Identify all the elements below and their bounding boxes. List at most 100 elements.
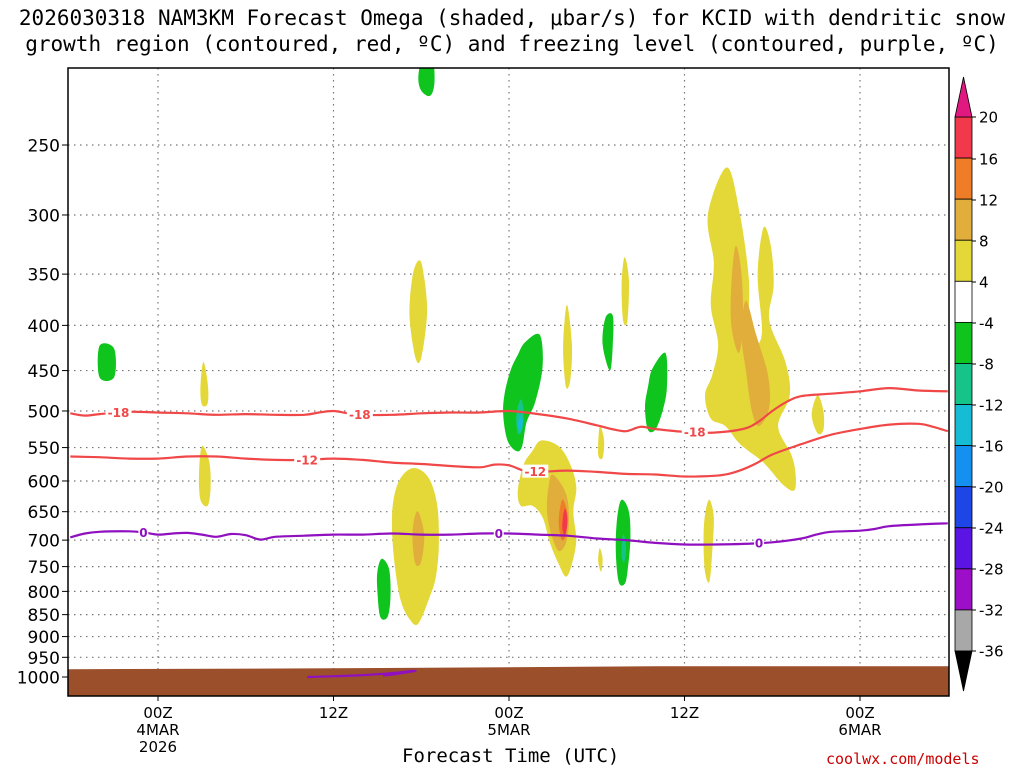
x-tick-label-30-0: 00Z [494, 704, 523, 722]
colorbar-bin-4 [954, 280, 973, 323]
colorbar-bin-5 [954, 321, 973, 364]
contour-label-bg-0-0 [105, 405, 132, 419]
omega-area-1 [97, 343, 116, 382]
colorbar-label-0: 20 [979, 109, 998, 127]
contour-label-1-1: -12 [524, 465, 546, 479]
colorbar-label-6: -8 [979, 356, 994, 374]
y-tick-label-950: 950 [28, 649, 60, 669]
contour-line-2 [69, 522, 948, 546]
y-tick-label-250: 250 [28, 137, 60, 157]
temperature-contours: -18 -18 -18 -12 -12 0 0 0 [69, 386, 949, 679]
y-tick-label-800: 800 [28, 583, 60, 603]
terrain-fill [68, 666, 949, 696]
omega-area-26 [811, 395, 825, 435]
x-tick-label-6-2: 2026 [139, 738, 177, 756]
colorbar-label-12: -32 [979, 602, 1004, 620]
omega-area-18 [621, 257, 630, 326]
x-tick-label-54-0: 00Z [845, 704, 874, 722]
colorbar-label-4: 4 [979, 274, 989, 292]
colorbar-bin-7 [954, 404, 973, 447]
contour-label-bg-0-2 [681, 425, 708, 439]
colorbar-label-1: 16 [979, 151, 998, 169]
colorbar-bin-2 [954, 198, 973, 241]
y-tick-label-350: 350 [28, 266, 60, 286]
grid-lines [68, 68, 949, 696]
colorbar-label-5: -4 [979, 315, 994, 333]
y-tick-label-300: 300 [28, 206, 60, 226]
colorbar-top-arrow [954, 76, 973, 118]
x-tick-label-54-1: 6MAR [838, 721, 881, 739]
x-tick-label-18-0: 12Z [319, 704, 348, 722]
y-tick-label-400: 400 [28, 317, 60, 337]
contour-label-0-1: -18 [349, 408, 371, 422]
omega-area-24 [730, 245, 744, 354]
colorbar-label-13: -36 [979, 643, 1004, 661]
omega-area-17 [598, 425, 605, 460]
omega-area-15 [562, 508, 568, 535]
contour-label-bg-1-1 [522, 464, 549, 478]
colorbar-bin-6 [954, 363, 973, 405]
omega-area-25 [741, 300, 771, 427]
y-tick-label-1000: 1000 [17, 669, 60, 689]
contour-label-bg-1-0 [294, 452, 321, 466]
x-tick-label-30-1: 5MAR [487, 721, 530, 739]
y-tick-label-550: 550 [28, 439, 60, 459]
contour-label-1-0: -12 [296, 453, 318, 467]
contour-label-2-2: 0 [755, 537, 763, 551]
chart-title-line-1: 2026030318 NAM3KM Forecast Omega (shaded… [18, 6, 1006, 30]
omega-area-5 [376, 558, 391, 620]
omega-area-11 [563, 304, 573, 389]
colorbar-bottom-arrow [954, 650, 973, 692]
y-tick-label-700: 700 [28, 532, 60, 552]
omega-area-10 [517, 414, 523, 432]
colorbar-label-11: -28 [979, 561, 1004, 579]
colorbar-label-3: 8 [979, 233, 989, 251]
x-tick-label-6-0: 00Z [143, 704, 172, 722]
contour-label-bg-2-2 [754, 536, 765, 550]
x-tick-label-6-1: 4MAR [136, 721, 179, 739]
y-tick-label-500: 500 [28, 403, 60, 423]
colorbar-bin-11 [954, 568, 973, 611]
colorbar-bin-0 [954, 116, 973, 159]
omega-area-8 [503, 333, 543, 452]
colorbar-bin-1 [954, 157, 973, 200]
colorbar-bin-9 [954, 486, 973, 529]
contour-line-3 [307, 669, 417, 679]
colorbar-label-9: -20 [979, 479, 1004, 497]
omega-area-27 [703, 499, 714, 583]
y-axis: 2503003504004505005506006507007508008509… [17, 137, 68, 689]
y-tick-label-900: 900 [28, 628, 60, 648]
omega-area-7 [412, 511, 425, 567]
omega-area-22 [598, 548, 603, 572]
colorbar-bin-12 [954, 609, 973, 652]
y-tick-label-750: 750 [28, 558, 60, 578]
terrain-layer [68, 666, 949, 696]
contour-label-0-2: -18 [684, 426, 706, 440]
y-tick-label-600: 600 [28, 472, 60, 492]
colorbar-label-10: -24 [979, 520, 1004, 538]
omega-area-21 [621, 534, 627, 562]
colorbar-label-8: -16 [979, 438, 1004, 456]
contour-label-2-0: 0 [139, 526, 147, 540]
contour-label-2-1: 0 [495, 527, 503, 541]
omega-area-19 [645, 352, 668, 433]
contour-label-0-0: -18 [108, 406, 130, 420]
colorbar-label-2: 12 [979, 192, 998, 210]
y-tick-label-850: 850 [28, 606, 60, 626]
y-tick-label-650: 650 [28, 503, 60, 523]
colorbar-bin-8 [954, 445, 973, 488]
colorbar-bin-3 [954, 239, 973, 282]
contour-line-0 [70, 386, 948, 434]
contour-label-bg-2-0 [138, 525, 149, 539]
credit-link[interactable]: coolwx.com/models [826, 750, 980, 768]
omega-area-16 [602, 313, 614, 371]
omega-area-0 [418, 68, 435, 97]
contour-label-bg-0-1 [346, 407, 373, 421]
x-axis-label: Forecast Time (UTC) [402, 745, 620, 767]
y-tick-label-450: 450 [28, 362, 60, 382]
x-tick-label-42-0: 12Z [670, 704, 699, 722]
colorbar-bin-10 [954, 527, 973, 570]
omega-area-4 [409, 260, 428, 364]
